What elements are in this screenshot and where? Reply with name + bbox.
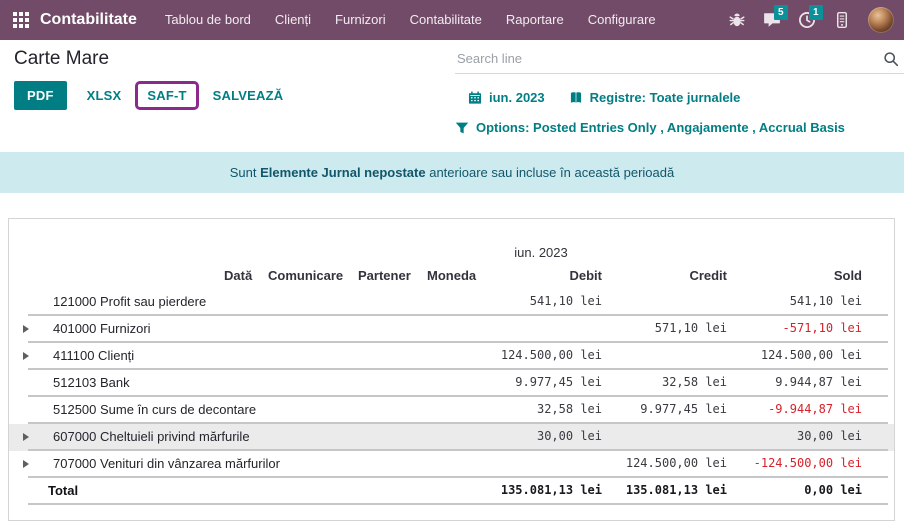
debit-value: 541,10 lei [530,289,602,314]
bug-icon[interactable] [728,11,746,29]
alert-suffix: anterioare sau incluse în această perioa… [429,165,674,180]
table-row[interactable]: 411100 Clienți 124.500,00 lei 124.500,00… [9,343,894,370]
mobile-device-icon[interactable] [833,11,851,29]
debit-value: 30,00 lei [537,424,602,449]
credit-value: 32,58 lei [662,370,727,395]
balance-value: 30,00 lei [797,424,862,449]
debit-value: 32,58 lei [537,397,602,422]
col-header-communication: Comunicare [268,268,343,283]
topbar-right: 5 1 [728,7,904,33]
balance-value: 541,10 lei [790,289,862,314]
account-name: 707000 Venituri din vânzarea mărfurilor [53,451,280,476]
account-name: 512103 Bank [53,370,130,395]
debit-value: 124.500,00 lei [501,343,602,368]
activities-clock-icon[interactable]: 1 [798,11,816,29]
balance-value: -124.500,00 lei [754,451,862,476]
table-row[interactable]: 707000 Venituri din vânzarea mărfurilor … [9,451,894,478]
user-avatar[interactable] [868,7,894,33]
saft-highlight-box: SAF-T [135,81,198,110]
saft-button[interactable]: SAF-T [138,84,195,107]
account-name: 401000 Furnizori [53,316,151,341]
menu-item-vendors[interactable]: Furnizori [323,0,398,40]
journal-book-icon [569,91,583,105]
row-divider [28,503,888,505]
calendar-icon [468,91,482,105]
xlsx-button[interactable]: XLSX [77,81,132,110]
total-label: Total [48,478,78,503]
expand-caret-icon[interactable] [23,352,29,360]
table-row[interactable]: 121000 Profit sau pierdere 541,10 lei 54… [9,289,894,316]
balance-value: -571,10 lei [783,316,862,341]
col-header-credit: Credit [689,268,727,283]
pdf-button[interactable]: PDF [14,81,67,110]
odoo-accounting-screen: Contabilitate Tablou de bord Clienți Fur… [0,0,904,522]
messages-badge: 5 [774,5,788,20]
options-filter[interactable]: Options: Posted Entries Only , Angajamen… [455,120,845,135]
credit-value: 571,10 lei [655,316,727,341]
menu-item-accounting[interactable]: Contabilitate [398,0,494,40]
account-name: 607000 Cheltuieli privind mărfurile [53,424,250,449]
search-icon[interactable] [883,51,899,67]
alert-prefix: Sunt [230,165,257,180]
options-filter-label: Options: Posted Entries Only , Angajamen… [476,120,845,135]
period-column-header: iun. 2023 [189,245,893,260]
journals-filter-label: Registre: Toate jurnalele [590,90,741,105]
unposted-entries-alert: Sunt Elemente Jurnal nepostate anterioar… [0,152,904,193]
search-input[interactable] [455,47,865,70]
export-buttons: PDF XLSX SAF-T SALVEAZĂ [14,81,293,110]
balance-value: -9.944,87 lei [768,397,862,422]
filter-funnel-icon [455,121,469,135]
debit-value: 9.977,45 lei [515,370,602,395]
balance-value: 9.944,87 lei [775,370,862,395]
col-header-currency: Moneda [427,268,476,283]
search-bar [455,47,904,74]
col-header-balance: Sold [834,268,862,283]
page-title: Carte Mare [14,48,109,70]
table-row[interactable]: 512500 Sume în curs de decontare 32,58 l… [9,397,894,424]
credit-value: 9.977,45 lei [640,397,727,422]
save-button[interactable]: SALVEAZĂ [203,81,294,110]
total-balance: 0,00 lei [804,478,862,503]
balance-value: 124.500,00 lei [761,343,862,368]
activities-badge: 1 [809,5,823,20]
filter-row-1: iun. 2023 Registre: Toate jurnalele [468,90,740,105]
expand-caret-icon[interactable] [23,433,29,441]
messages-bubble-icon[interactable]: 5 [763,11,781,29]
main-menu: Tablou de bord Clienți Furnizori Contabi… [153,0,668,40]
total-row: Total 135.081,13 lei 135.081,13 lei 0,00… [9,478,894,505]
menu-item-dashboard[interactable]: Tablou de bord [153,0,263,40]
menu-item-customers[interactable]: Clienți [263,0,323,40]
credit-value: 124.500,00 lei [626,451,727,476]
unposted-entries-link[interactable]: Elemente Jurnal nepostate [260,165,425,180]
app-brand[interactable]: Contabilitate [40,11,137,29]
table-row[interactable]: 401000 Furnizori 571,10 lei -571,10 lei [9,316,894,343]
menu-item-configuration[interactable]: Configurare [576,0,668,40]
general-ledger-table: iun. 2023 Dată Comunicare Partener Moned… [8,218,895,521]
expand-caret-icon[interactable] [23,460,29,468]
period-filter-label: iun. 2023 [489,90,545,105]
col-header-date: Dată [224,268,252,283]
col-header-partner: Partener [358,268,411,283]
period-filter[interactable]: iun. 2023 [468,90,545,105]
table-rows: 121000 Profit sau pierdere 541,10 lei 54… [9,289,894,505]
account-name: 121000 Profit sau pierdere [53,289,206,314]
apps-grid-icon[interactable] [13,12,29,28]
table-row[interactable]: 512103 Bank 9.977,45 lei 32,58 lei 9.944… [9,370,894,397]
expand-caret-icon[interactable] [23,325,29,333]
total-debit: 135.081,13 lei [501,478,602,503]
account-name: 512500 Sume în curs de decontare [53,397,256,422]
col-header-debit: Debit [570,268,603,283]
journals-filter[interactable]: Registre: Toate jurnalele [569,90,741,105]
menu-item-reporting[interactable]: Raportare [494,0,576,40]
topbar: Contabilitate Tablou de bord Clienți Fur… [0,0,904,40]
total-credit: 135.081,13 lei [626,478,727,503]
account-name: 411100 Clienți [53,343,134,368]
table-row-highlighted[interactable]: 607000 Cheltuieli privind mărfurile 30,0… [9,424,894,451]
